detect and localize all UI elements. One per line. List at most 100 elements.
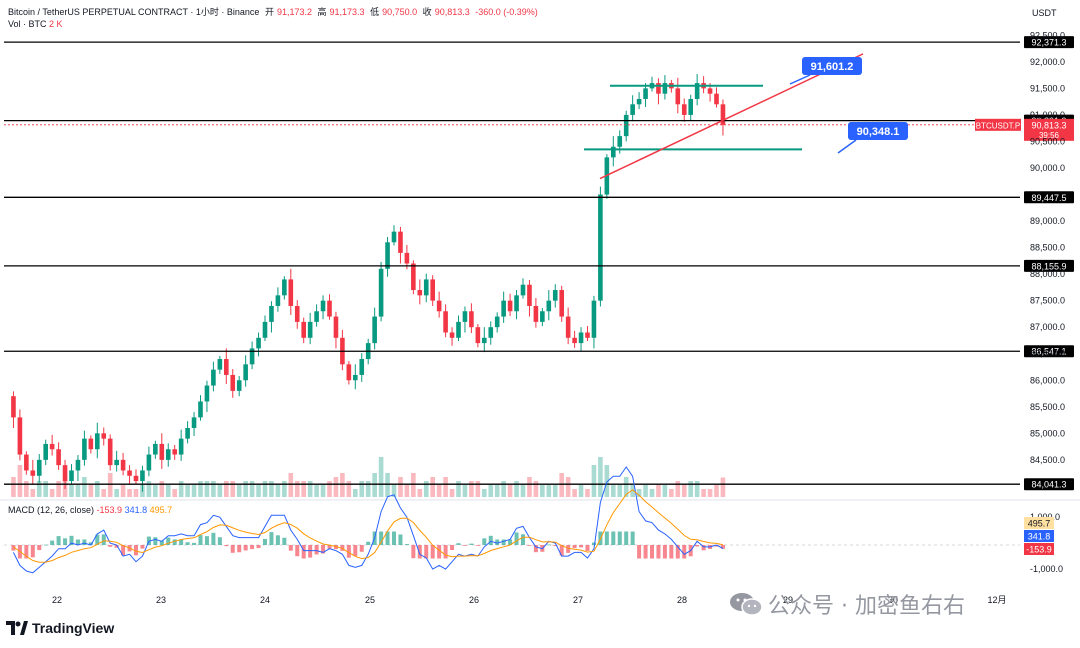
- candle: [140, 470, 145, 482]
- volume-bar: [17, 465, 23, 497]
- macd-hist-bar: [185, 542, 190, 545]
- candle: [675, 88, 681, 105]
- volume-bar: [153, 485, 158, 497]
- volume-bar: [107, 473, 113, 497]
- callout-label: 91,601.2: [811, 61, 854, 73]
- macd-hist-bar: [308, 545, 313, 558]
- candle: [617, 136, 623, 147]
- candle: [88, 438, 94, 450]
- macd-hist-bar: [456, 543, 461, 545]
- macd-hist-bar: [37, 545, 42, 551]
- candle: [153, 443, 158, 455]
- candle: [707, 88, 713, 94]
- candle: [36, 459, 42, 476]
- candle: [146, 454, 152, 471]
- macd-hist-bar: [282, 537, 287, 545]
- macd-hist-bar: [611, 531, 616, 545]
- volume-bar: [172, 489, 177, 497]
- candle: [320, 300, 326, 312]
- candle: [262, 321, 268, 338]
- macd-hist-bar: [346, 545, 351, 558]
- candles: [11, 74, 726, 492]
- macd-hist-bar: [88, 542, 93, 545]
- price-axis: 84,500.0 85,000.0 85,500.0 86,000.0 86,500.0…: [1030, 30, 1065, 465]
- volume-bar: [307, 481, 313, 497]
- volume-bar: [88, 485, 94, 497]
- candle: [391, 231, 397, 243]
- volume-bar: [159, 481, 165, 497]
- candle: [372, 316, 377, 344]
- macd-hist-bar: [695, 545, 700, 547]
- candle: [282, 279, 287, 296]
- volume-bar: [559, 473, 564, 497]
- volume-bar: [398, 477, 403, 497]
- candle: [359, 359, 365, 375]
- time-axis: 22 23 24 25 26 27 28 29 30 12月: [52, 595, 1007, 605]
- macd-value-box: [1024, 543, 1054, 555]
- candle: [256, 337, 261, 349]
- volume-bar: [262, 481, 268, 497]
- candle: [533, 305, 539, 322]
- volume-bar: [488, 485, 494, 497]
- macd-hist-bar: [482, 538, 487, 545]
- macd-hist-bar: [591, 542, 596, 545]
- volume-bar: [372, 473, 377, 497]
- candle: [720, 104, 726, 125]
- macd-hist-bar: [166, 537, 171, 545]
- volume-bar: [623, 477, 629, 497]
- volume-bar: [275, 485, 281, 497]
- time-tick-label: 23: [156, 595, 166, 605]
- volume-bar: [236, 485, 242, 497]
- macd-hist-bar: [527, 545, 532, 546]
- candle: [656, 83, 661, 94]
- volume-bar: [314, 485, 319, 497]
- candle: [24, 454, 29, 471]
- callout-box: [848, 122, 908, 140]
- volume-bar: [714, 485, 719, 497]
- price-tick-label: 89,000.0: [1030, 216, 1065, 226]
- price-tick-label: 84,500.0: [1030, 455, 1065, 465]
- candle: [623, 114, 629, 137]
- candle: [507, 300, 513, 312]
- macd-hist-bar: [134, 545, 138, 556]
- volume-bar: [353, 489, 358, 497]
- volume-bar: [636, 489, 642, 497]
- time-tick-label: 27: [573, 595, 583, 605]
- candle: [333, 316, 339, 338]
- macd-hist-bar: [243, 545, 248, 551]
- macd-hist-bar: [230, 545, 235, 553]
- macd-hist-bar: [263, 538, 267, 545]
- tradingview-icon: [6, 621, 28, 635]
- candle: [643, 88, 648, 99]
- volume-bar: [552, 485, 558, 497]
- macd-hist-bar: [443, 545, 448, 559]
- macd-hist-bar: [392, 531, 396, 545]
- volume-bar: [294, 481, 300, 497]
- close-value: 90,813.3: [434, 7, 470, 17]
- candle: [714, 93, 719, 105]
- price-tick-label: 85,000.0: [1030, 428, 1065, 438]
- macd-hist-bar: [327, 545, 332, 549]
- volume-bar: [49, 489, 55, 497]
- volume-bar: [417, 489, 423, 497]
- macd-hist-bar: [198, 535, 203, 545]
- tradingview-logo[interactable]: TradingView: [6, 620, 114, 636]
- macd-hist-bar: [24, 545, 29, 559]
- change-value: -360.0 (-0.39%): [475, 7, 538, 17]
- candle: [501, 300, 506, 317]
- candle: [301, 321, 306, 338]
- volume-bar: [520, 485, 526, 497]
- candle: [559, 290, 564, 317]
- macd-hist-bar: [656, 545, 661, 559]
- macd-value-label: 341.8: [1028, 532, 1051, 542]
- price-tick-label: 92,500.0: [1030, 30, 1065, 40]
- macd-hist-bar: [720, 545, 725, 549]
- volume-label: Vol · BTC: [8, 19, 47, 29]
- price-tick-label: 91,000.0: [1030, 110, 1065, 120]
- macd-hist-bar: [566, 545, 571, 553]
- macd-hist-bar: [637, 545, 642, 559]
- macd-hist-bar: [269, 532, 274, 545]
- candle: [224, 359, 229, 375]
